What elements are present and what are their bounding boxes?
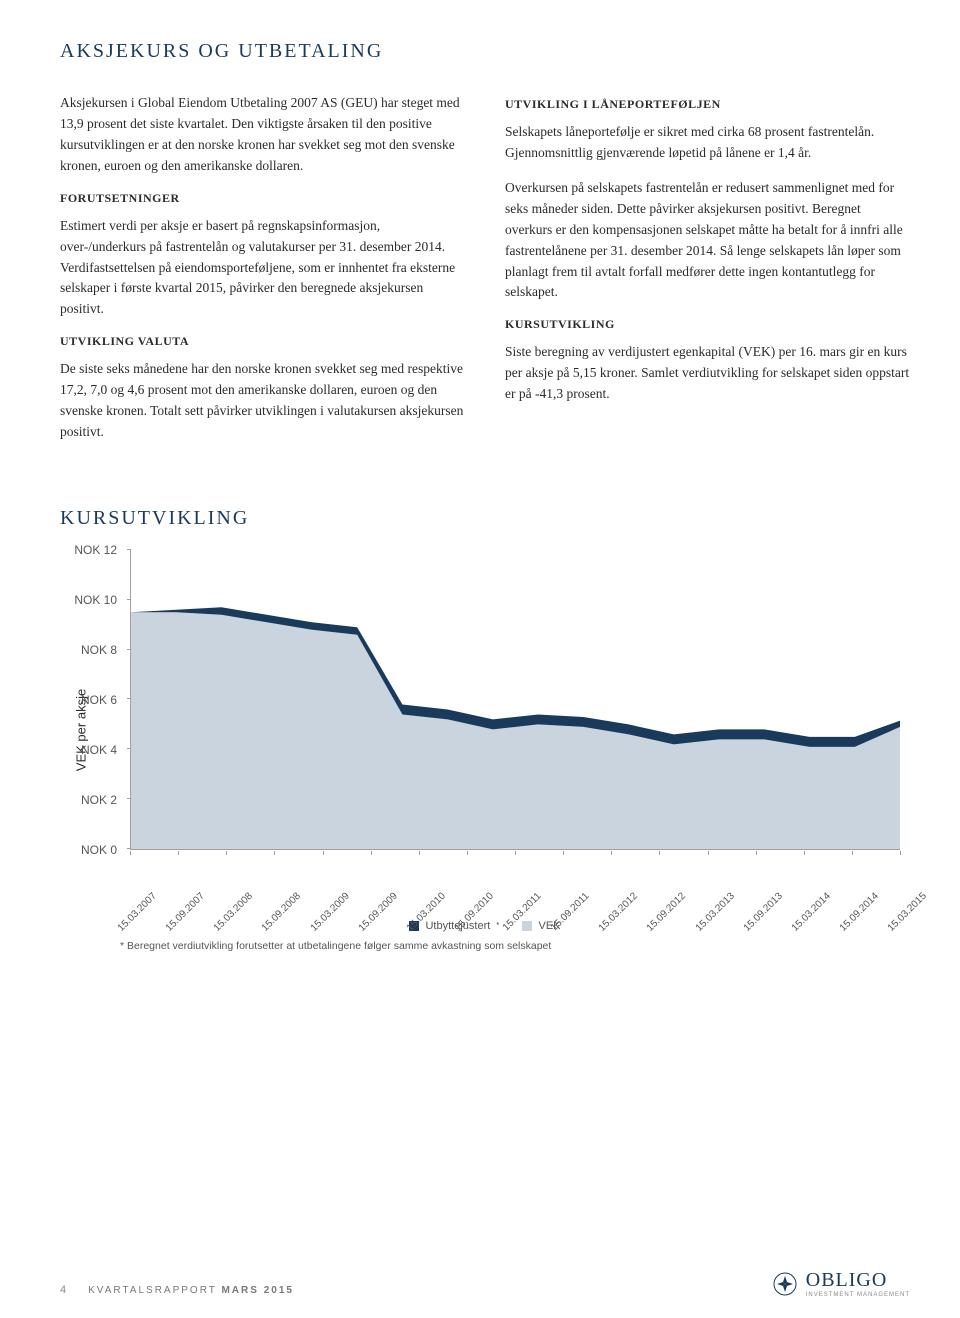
right-column: UTVIKLING I LÅNEPORTEFØLJEN Selskapets l… <box>505 93 910 457</box>
logo-subtext: INVESTMENT MANAGEMENT <box>806 1292 910 1298</box>
y-tick-label: NOK 12 <box>74 543 117 557</box>
chart-svg <box>131 550 900 849</box>
y-tick-label: NOK 2 <box>81 793 117 807</box>
y-tick-label: NOK 10 <box>74 593 117 607</box>
left-column: Aksjekursen i Global Eiendom Utbetaling … <box>60 93 465 457</box>
subheading-laneportefoljen: UTVIKLING I LÅNEPORTEFØLJEN <box>505 97 910 112</box>
report-line: KVARTALSRAPPORT MARS 2015 <box>88 1285 294 1296</box>
kursutvikling-chart: VEK per aksje NOK 0NOK 2NOK 4NOK 6NOK 8N… <box>70 550 910 910</box>
y-tick-label: NOK 6 <box>81 693 117 707</box>
logo-icon <box>772 1271 798 1297</box>
y-tick-label: NOK 4 <box>81 743 117 757</box>
y-tick-label: NOK 8 <box>81 643 117 657</box>
chart-title: KURSUTVIKLING <box>60 507 910 530</box>
valuta-paragraph: De siste seks månedene har den norske kr… <box>60 359 465 443</box>
page-footer: 4 KVARTALSRAPPORT MARS 2015 OBLIGO INVES… <box>60 1269 910 1298</box>
swatch-vek <box>522 921 532 931</box>
chart-plot-area <box>130 550 900 850</box>
chart-legend: Utbyttejustert * VEK <box>60 920 910 934</box>
report-date: MARS 2015 <box>221 1285 293 1296</box>
laneportefoljen-p2: Overkursen på selskapets fastrentelån er… <box>505 178 910 304</box>
footer-left: 4 KVARTALSRAPPORT MARS 2015 <box>60 1280 294 1298</box>
kursutvikling-paragraph: Siste beregning av verdijustert egenkapi… <box>505 342 910 405</box>
report-name: KVARTALSRAPPORT <box>88 1285 217 1296</box>
intro-paragraph: Aksjekursen i Global Eiendom Utbetaling … <box>60 93 465 177</box>
laneportefoljen-p1: Selskapets låneportefølje er sikret med … <box>505 122 910 164</box>
y-ticks: NOK 0NOK 2NOK 4NOK 6NOK 8NOK 10NOK 12 <box>70 550 125 850</box>
forutsetninger-paragraph: Estimert verdi per aksje er basert på re… <box>60 216 465 321</box>
subheading-valuta: UTVIKLING VALUTA <box>60 334 465 349</box>
x-ticks: 15.03.200715.09.200715.03.200815.09.2008… <box>130 855 900 910</box>
chart-footnote: * Beregnet verdiutvikling forutsetter at… <box>120 940 910 952</box>
logo-text: OBLIGO <box>806 1269 888 1291</box>
y-tick-label: NOK 0 <box>81 843 117 857</box>
page-title: AKSJEKURS OG UTBETALING <box>60 40 910 63</box>
subheading-kursutvikling: KURSUTVIKLING <box>505 317 910 332</box>
subheading-forutsetninger: FORUTSETNINGER <box>60 191 465 206</box>
obligo-logo: OBLIGO INVESTMENT MANAGEMENT <box>772 1269 910 1298</box>
page-number: 4 <box>60 1284 66 1296</box>
legend-star: * <box>496 921 499 930</box>
content-columns: Aksjekursen i Global Eiendom Utbetaling … <box>60 93 910 457</box>
